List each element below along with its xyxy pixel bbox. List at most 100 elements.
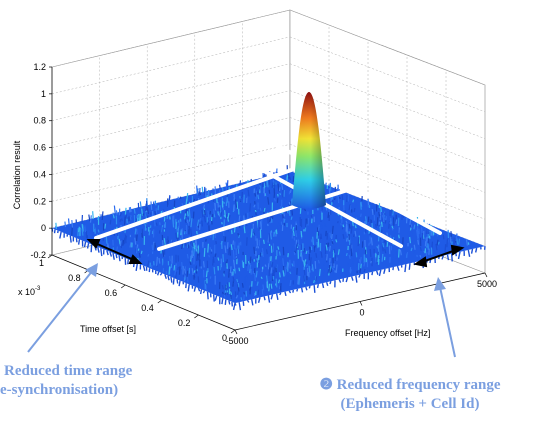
noise-spike bbox=[208, 254, 211, 258]
noise-spike bbox=[370, 260, 372, 264]
noise-spike bbox=[327, 262, 330, 267]
noise-spike bbox=[195, 264, 198, 274]
noise-spike bbox=[214, 253, 217, 258]
noise-spike bbox=[345, 252, 348, 257]
noise-spike bbox=[218, 184, 221, 189]
search-line-2 bbox=[157, 182, 369, 251]
noise-spike bbox=[274, 229, 277, 234]
noise-spike bbox=[319, 236, 322, 240]
z-tick-label: 0.8 bbox=[33, 116, 46, 126]
noise-spike bbox=[450, 253, 453, 262]
noise-spike bbox=[172, 278, 175, 285]
noise-spike bbox=[217, 257, 220, 261]
noise-spike bbox=[119, 239, 122, 246]
noise-spike bbox=[359, 257, 362, 266]
noise-spike bbox=[279, 292, 282, 296]
noise-spike bbox=[386, 241, 389, 247]
noise-spike bbox=[232, 259, 235, 265]
noise-spike bbox=[238, 302, 242, 311]
time-range-annotation-line2: e-synchronisation) bbox=[0, 382, 119, 398]
noise-spike bbox=[288, 290, 292, 294]
noise-spike bbox=[328, 238, 330, 242]
noise-spike bbox=[326, 254, 328, 261]
noise-spike bbox=[151, 244, 154, 251]
noise-spike bbox=[146, 208, 150, 215]
grid-line bbox=[51, 117, 291, 175]
noise-spike bbox=[354, 230, 357, 237]
noise-spike bbox=[273, 192, 276, 198]
noise-spike bbox=[228, 300, 231, 305]
noise-spike bbox=[425, 251, 428, 257]
noise-spike bbox=[271, 233, 274, 238]
noise-spike bbox=[369, 236, 372, 244]
noise-spike bbox=[229, 266, 232, 274]
noise-spike bbox=[175, 271, 178, 279]
noise-spike bbox=[238, 215, 241, 221]
noise-spike bbox=[173, 256, 175, 262]
noise-spike bbox=[444, 244, 447, 253]
noise-spike bbox=[292, 226, 295, 231]
noise-spike bbox=[194, 239, 197, 244]
grid-line bbox=[289, 9, 486, 86]
noise-spike bbox=[145, 211, 148, 219]
arrowhead bbox=[128, 254, 143, 264]
noise-spike bbox=[125, 235, 128, 240]
noise-spike bbox=[324, 245, 327, 255]
noise-spike bbox=[391, 228, 394, 231]
noise-spike bbox=[104, 223, 107, 229]
noise-spike bbox=[267, 295, 271, 303]
noise-spike bbox=[212, 294, 215, 302]
noise-spike bbox=[203, 204, 206, 209]
noise-spike bbox=[263, 187, 266, 197]
annotation-arrows bbox=[27, 263, 456, 358]
noise-spike bbox=[397, 256, 400, 263]
noise-spike bbox=[319, 224, 322, 228]
noise-spike bbox=[249, 256, 252, 263]
noise-spike bbox=[288, 202, 291, 205]
noise-spike bbox=[335, 254, 338, 261]
noise-spike bbox=[319, 213, 322, 222]
noise-spike bbox=[269, 219, 271, 223]
arrowhead bbox=[85, 263, 98, 277]
noise-spike bbox=[271, 262, 274, 268]
noise-spike bbox=[413, 244, 416, 250]
noise-spike bbox=[184, 268, 187, 274]
noise-spike bbox=[225, 182, 228, 187]
noise-spike bbox=[324, 223, 327, 227]
noise-spike bbox=[141, 208, 144, 216]
noise-spike bbox=[270, 283, 273, 289]
noise-spike bbox=[247, 263, 250, 271]
noise-spike bbox=[305, 250, 308, 255]
noise-spike bbox=[92, 211, 94, 220]
noise-spike bbox=[330, 260, 332, 264]
noise-spike bbox=[279, 192, 282, 196]
noise-spike bbox=[224, 299, 227, 305]
noise-spike bbox=[356, 243, 359, 253]
noise-spike bbox=[158, 257, 161, 264]
noise-spike bbox=[164, 274, 167, 279]
noise-spike bbox=[277, 183, 280, 192]
noise-spike bbox=[450, 231, 453, 239]
x-tick-label: -5000 bbox=[225, 336, 248, 346]
noise-spike bbox=[369, 248, 372, 258]
noise-spike bbox=[253, 246, 256, 254]
noise-spike bbox=[292, 230, 295, 237]
noise-spike bbox=[407, 231, 410, 240]
noise-spike bbox=[228, 268, 230, 278]
noise-spike bbox=[442, 234, 445, 240]
noise-spike bbox=[310, 239, 313, 243]
noise-spike bbox=[409, 236, 412, 244]
noise-spike bbox=[177, 266, 179, 271]
noise-spike bbox=[435, 243, 438, 251]
y-axis: 0 0.2 0.4 0.6 0.8 1 x 10-3 Time offset [s] bbox=[18, 254, 236, 343]
noise-spike bbox=[268, 283, 271, 292]
noise-spike bbox=[245, 232, 248, 238]
noise-spike bbox=[398, 248, 400, 258]
noise-spike bbox=[154, 200, 157, 206]
noise-spike bbox=[375, 255, 378, 264]
arrowhead bbox=[413, 256, 428, 268]
noise-spike bbox=[202, 261, 205, 268]
noise-spike bbox=[240, 297, 243, 301]
noise-spike bbox=[64, 221, 67, 228]
